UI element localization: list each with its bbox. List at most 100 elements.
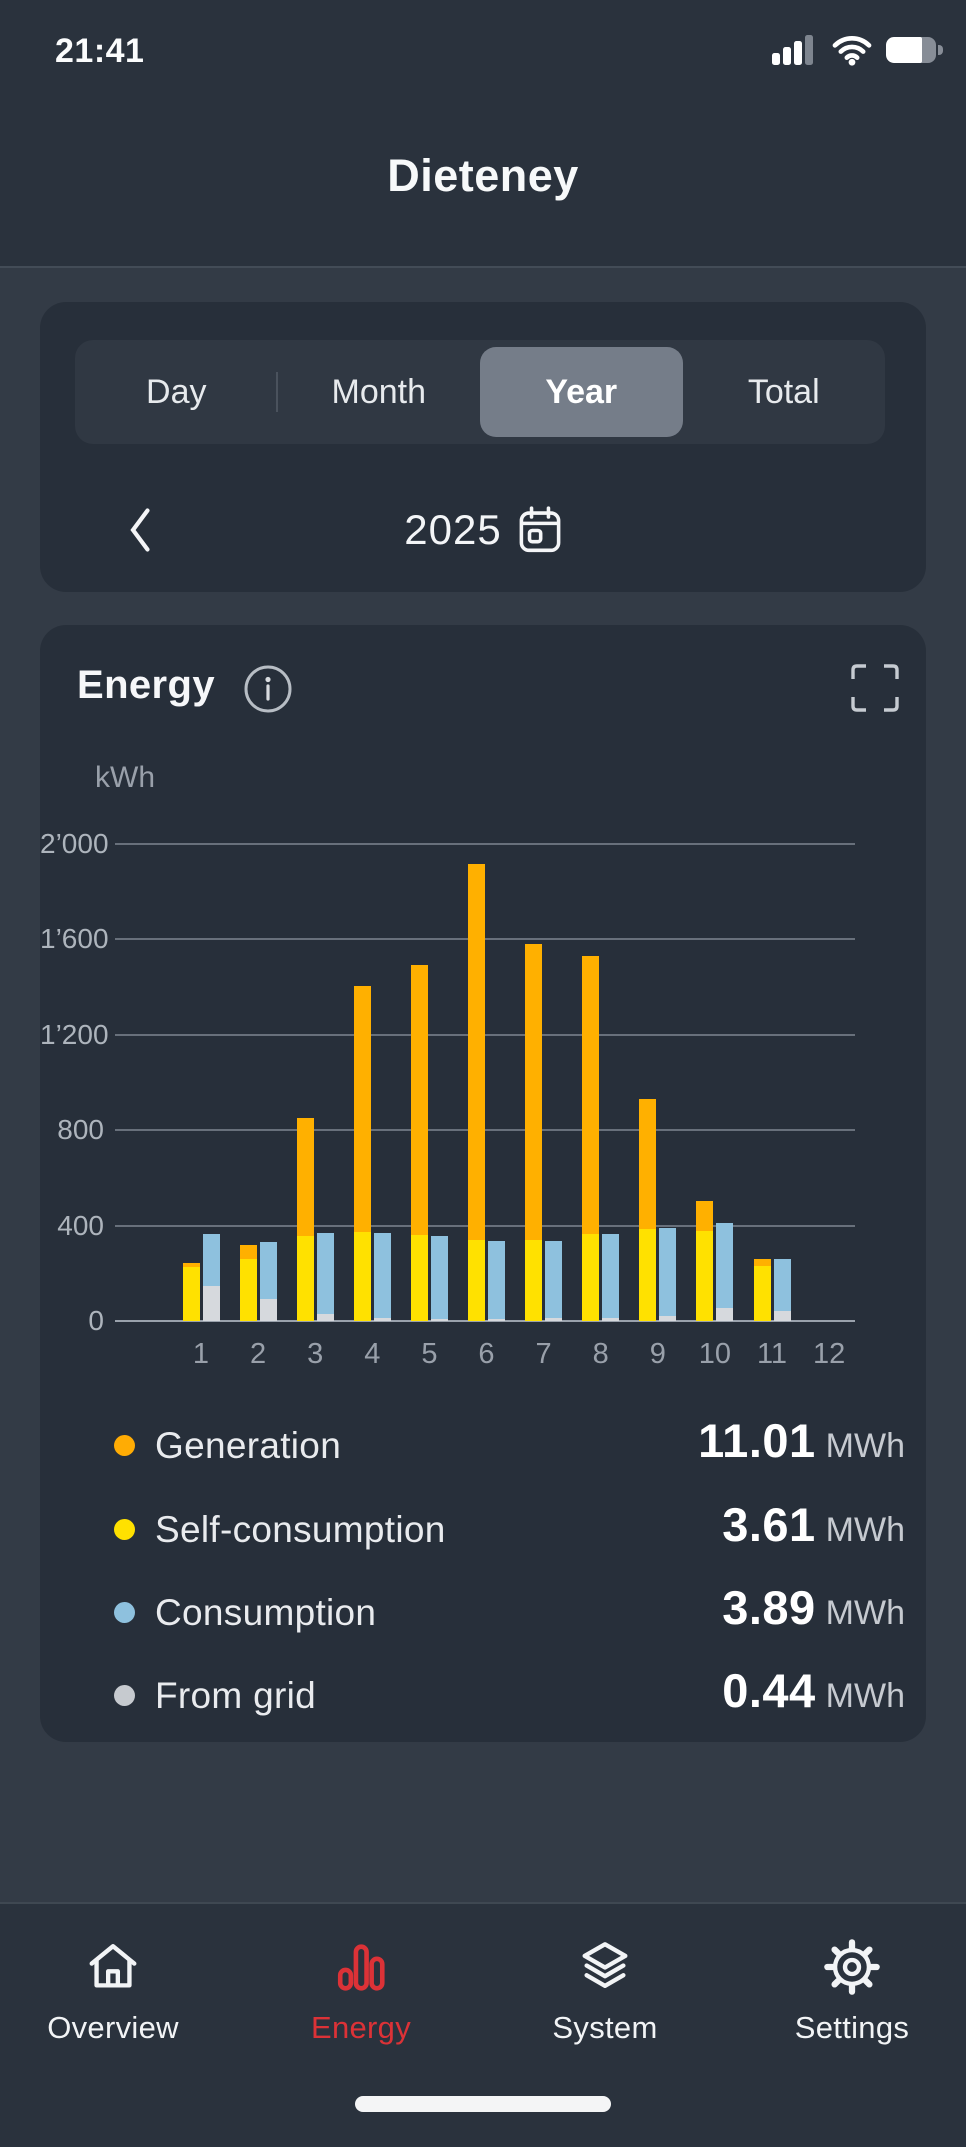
bar-self-consumption-m4[interactable] <box>353 1232 371 1321</box>
y-tick-label: 800 <box>57 1114 104 1146</box>
nav-overview-label: Overview <box>47 2010 179 2045</box>
status-time: 21:41 <box>55 32 145 70</box>
bar-self-consumption-m3[interactable] <box>296 1236 314 1321</box>
bar-self-consumption-m8[interactable] <box>582 1234 600 1321</box>
bar-self-consumption-m6[interactable] <box>468 1240 485 1321</box>
bar-self-consumption-m1[interactable] <box>182 1267 200 1321</box>
y-tick-label: 2’000 <box>40 828 109 859</box>
bar-from-grid-m9[interactable] <box>659 1316 677 1321</box>
year-picker[interactable]: 2025 <box>40 492 926 568</box>
x-tick-label: 12 <box>812 1338 846 1370</box>
bar-generation-m8[interactable] <box>582 956 600 1321</box>
x-tick-label: 7 <box>535 1338 552 1370</box>
period-tabs: Day Month Year Total <box>75 340 885 444</box>
gridline <box>115 1033 855 1036</box>
bar-from-grid-m10[interactable] <box>716 1308 734 1321</box>
energy-chart: 0 400 800 1’200 1’600 2’000 1 2 3 4 5 6 7 8 9 10 11 12 <box>40 820 926 1385</box>
legend-unit: MWh <box>825 1677 905 1715</box>
bar-consumption-m6[interactable] <box>488 1241 505 1321</box>
y-tick-label: 0 <box>88 1305 104 1336</box>
bar-consumption-m9[interactable] <box>659 1228 677 1321</box>
nav-overview[interactable]: Overview <box>13 1938 213 2046</box>
legend-value: 11.01 <box>698 1414 816 1467</box>
bar-generation-m7[interactable] <box>525 944 543 1321</box>
energy-card-title: Energy <box>77 663 216 707</box>
bar-self-consumption-m11[interactable] <box>753 1266 771 1321</box>
selected-year: 2025 <box>404 506 502 553</box>
legend-row-generation: Generation 11.01 MWh <box>40 1413 926 1477</box>
bar-from-grid-m7[interactable] <box>545 1318 563 1321</box>
gridline <box>115 938 855 941</box>
nav-system[interactable]: System <box>505 1938 705 2046</box>
period-selector-card: Day Month Year Total 2025 <box>40 302 926 592</box>
previous-year-button[interactable] <box>108 498 172 562</box>
legend-row-consumption: Consumption 3.89 MWh <box>40 1580 926 1644</box>
tab-year[interactable]: Year <box>480 347 683 437</box>
consumption-dot-icon <box>114 1602 135 1623</box>
bar-from-grid-m3[interactable] <box>316 1314 334 1321</box>
y-tick-label: 1’200 <box>40 1018 109 1050</box>
bar-self-consumption-m7[interactable] <box>525 1240 543 1321</box>
legend-row-self-consumption: Self-consumption 3.61 MWh <box>40 1497 926 1561</box>
x-tick-label: 6 <box>478 1338 495 1370</box>
x-tick-label: 5 <box>421 1338 438 1370</box>
bar-consumption-m10[interactable] <box>716 1223 734 1321</box>
wifi-icon <box>830 34 874 66</box>
home-icon <box>84 1938 142 1996</box>
legend-value: 3.89 <box>722 1581 816 1634</box>
bar-generation-m5[interactable] <box>410 965 428 1321</box>
x-tick-label: 2 <box>250 1338 267 1370</box>
bar-consumption-m4[interactable] <box>373 1233 391 1321</box>
legend-label: Generation <box>155 1425 342 1466</box>
expand-icon[interactable] <box>850 663 900 713</box>
bar-chart-icon <box>332 1938 390 1996</box>
bar-self-consumption-m9[interactable] <box>639 1229 657 1321</box>
bar-consumption-m8[interactable] <box>602 1234 620 1321</box>
bar-from-grid-m11[interactable] <box>773 1311 791 1321</box>
tab-day[interactable]: Day <box>75 340 278 444</box>
legend-row-from-grid: From grid 0.44 MWh <box>40 1663 926 1727</box>
bar-from-grid-m1[interactable] <box>202 1286 220 1321</box>
battery-fill <box>886 37 922 63</box>
tab-divider <box>276 372 278 412</box>
tab-day-label: Day <box>146 372 207 411</box>
tab-month-label: Month <box>331 372 427 411</box>
tab-month[interactable]: Month <box>278 340 481 444</box>
header: 21:41 <box>0 0 966 268</box>
bar-consumption-m5[interactable] <box>430 1236 448 1321</box>
x-tick-label: 9 <box>649 1338 666 1370</box>
bar-from-grid-m5[interactable] <box>430 1319 448 1321</box>
bar-self-consumption-m10[interactable] <box>696 1231 714 1321</box>
y-tick-label: 1’600 <box>40 923 109 955</box>
legend-value: 0.44 <box>722 1664 816 1717</box>
legend-label: Self-consumption <box>155 1509 446 1550</box>
legend-label: From grid <box>155 1675 316 1716</box>
home-indicator[interactable] <box>355 2096 611 2112</box>
nav-energy[interactable]: Energy <box>261 1938 461 2046</box>
bar-consumption-m7[interactable] <box>545 1241 563 1321</box>
nav-system-label: System <box>552 2010 658 2045</box>
energy-card: Energy kWh 0 400 800 1’200 1’600 2’000 1 2 3 4 5 6 7… <box>40 625 926 1742</box>
bar-self-consumption-m5[interactable] <box>410 1235 428 1321</box>
nav-settings[interactable]: Settings <box>752 1938 952 2046</box>
bar-consumption-m11[interactable] <box>773 1259 791 1321</box>
bar-from-grid-m4[interactable] <box>373 1318 391 1321</box>
info-icon[interactable] <box>242 663 294 715</box>
bar-from-grid-m2[interactable] <box>259 1299 277 1321</box>
bar-from-grid-m6[interactable] <box>488 1319 505 1321</box>
bar-consumption-m3[interactable] <box>316 1233 334 1321</box>
from-grid-dot-icon <box>114 1685 135 1706</box>
nav-energy-label: Energy <box>310 2010 412 2045</box>
chevron-left-icon <box>127 506 153 554</box>
bar-from-grid-m8[interactable] <box>602 1318 620 1321</box>
x-tick-label: 1 <box>192 1338 210 1370</box>
x-tick-label: 4 <box>364 1338 381 1370</box>
date-row: 2025 <box>40 492 926 568</box>
bar-generation-m6[interactable] <box>468 864 485 1321</box>
tab-total[interactable]: Total <box>683 340 886 444</box>
legend-value: 3.61 <box>722 1498 816 1551</box>
legend-unit: MWh <box>825 1594 905 1632</box>
bar-self-consumption-m2[interactable] <box>239 1259 257 1321</box>
gridline <box>115 1224 855 1227</box>
